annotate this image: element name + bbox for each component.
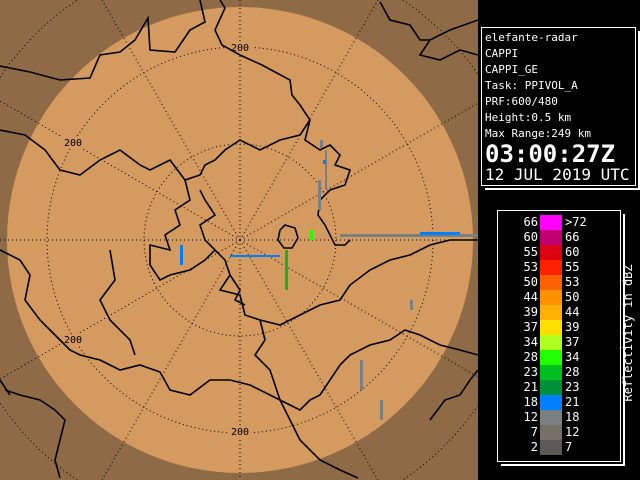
range-label-north: 200: [231, 43, 249, 54]
legend-row: 21 23: [498, 380, 598, 395]
legend-color-swatch: [540, 215, 562, 230]
legend-high-value: 18: [565, 410, 580, 424]
legend-color-swatch: [540, 440, 562, 455]
legend-high-value: 28: [565, 365, 580, 379]
legend-high-value: 21: [565, 395, 580, 409]
legend-color-swatch: [540, 290, 562, 305]
legend-low-value: 28: [523, 350, 538, 364]
legend-color-swatch: [540, 260, 562, 275]
range-rings: [0, 0, 479, 480]
legend-high-value: 12: [565, 425, 580, 439]
legend-color-swatch: [540, 395, 562, 410]
borders: [0, 0, 479, 479]
legend-low-value: 53: [523, 260, 538, 274]
legend-low-value: 23: [523, 365, 538, 379]
legend-low-value: 7: [530, 425, 538, 439]
legend-high-value: >72: [565, 215, 587, 229]
legend-high-value: 55: [565, 260, 580, 274]
legend-row: 12 18: [498, 410, 598, 425]
legend-low-value: 66: [523, 215, 538, 229]
legend-row: 18 21: [498, 395, 598, 410]
legend-color-swatch: [540, 335, 562, 350]
legend-low-value: 34: [523, 335, 538, 349]
legend-row: 53 55: [498, 260, 598, 275]
legend-high-value: 7: [565, 440, 573, 454]
scan-date: 12 JUL 2019 UTC: [485, 165, 630, 184]
legend-row: 39 44: [498, 305, 598, 320]
product-type: CAPPI: [485, 47, 519, 60]
legend-high-value: 60: [565, 245, 580, 259]
legend-row: 23 28: [498, 365, 598, 380]
legend-high-value: 44: [565, 305, 580, 319]
max-range: Max Range:249 km: [485, 127, 591, 140]
legend-color-swatch: [540, 305, 562, 320]
legend-row: 7 12: [498, 425, 598, 440]
product-name: CAPPI_GE: [485, 63, 538, 76]
height: Height:0.5 km: [485, 111, 572, 124]
legend-low-value: 55: [523, 245, 538, 259]
legend-color-swatch: [540, 380, 562, 395]
radar-info-panel: elefante-radar CAPPI CAPPI_GE Task: PPIV…: [481, 27, 636, 186]
prf: PRF:600/480: [485, 95, 558, 108]
legend-color-swatch: [540, 365, 562, 380]
legend-color-swatch: [540, 425, 562, 440]
legend-low-value: 21: [523, 380, 538, 394]
legend-high-value: 37: [565, 335, 580, 349]
legend-low-value: 2: [530, 440, 538, 454]
range-label-southwest: 200: [64, 335, 82, 346]
reflectivity-legend: Reflectivity in dBZ 66 >72 60 66 55 60 53 55 50 5…: [497, 210, 635, 462]
legend-row: 34 37: [498, 335, 598, 350]
legend-row: 44 50: [498, 290, 598, 305]
legend-low-value: 60: [523, 230, 538, 244]
legend-color-swatch: [540, 245, 562, 260]
legend-row: 60 66: [498, 230, 598, 245]
legend-low-value: 12: [523, 410, 538, 424]
legend-row: 37 39: [498, 320, 598, 335]
legend-row: 66 >72: [498, 215, 598, 230]
legend-color-swatch: [540, 350, 562, 365]
radar-echoes: [180, 140, 478, 420]
legend-title: Reflectivity in dBZ: [621, 264, 635, 402]
legend-color-swatch: [540, 410, 562, 425]
legend-color-swatch: [540, 230, 562, 245]
legend-row: 28 34: [498, 350, 598, 365]
legend-row: 55 60: [498, 245, 598, 260]
range-label-northwest: 200: [64, 138, 82, 149]
legend-color-swatch: [540, 320, 562, 335]
range-label-south: 200: [231, 427, 249, 438]
scan-time: 03:00:27Z: [485, 140, 616, 168]
radar-name: elefante-radar: [485, 31, 578, 44]
legend-high-value: 50: [565, 290, 580, 304]
legend-color-swatch: [540, 275, 562, 290]
legend-high-value: 23: [565, 380, 580, 394]
legend-high-value: 34: [565, 350, 580, 364]
legend-high-value: 66: [565, 230, 580, 244]
legend-low-value: 44: [523, 290, 538, 304]
legend-low-value: 39: [523, 305, 538, 319]
task: Task: PPIVOL_A: [485, 79, 578, 92]
legend-high-value: 39: [565, 320, 580, 334]
legend-row: 50 53: [498, 275, 598, 290]
legend-low-value: 50: [523, 275, 538, 289]
legend-low-value: 37: [523, 320, 538, 334]
legend-high-value: 53: [565, 275, 580, 289]
legend-low-value: 18: [523, 395, 538, 409]
